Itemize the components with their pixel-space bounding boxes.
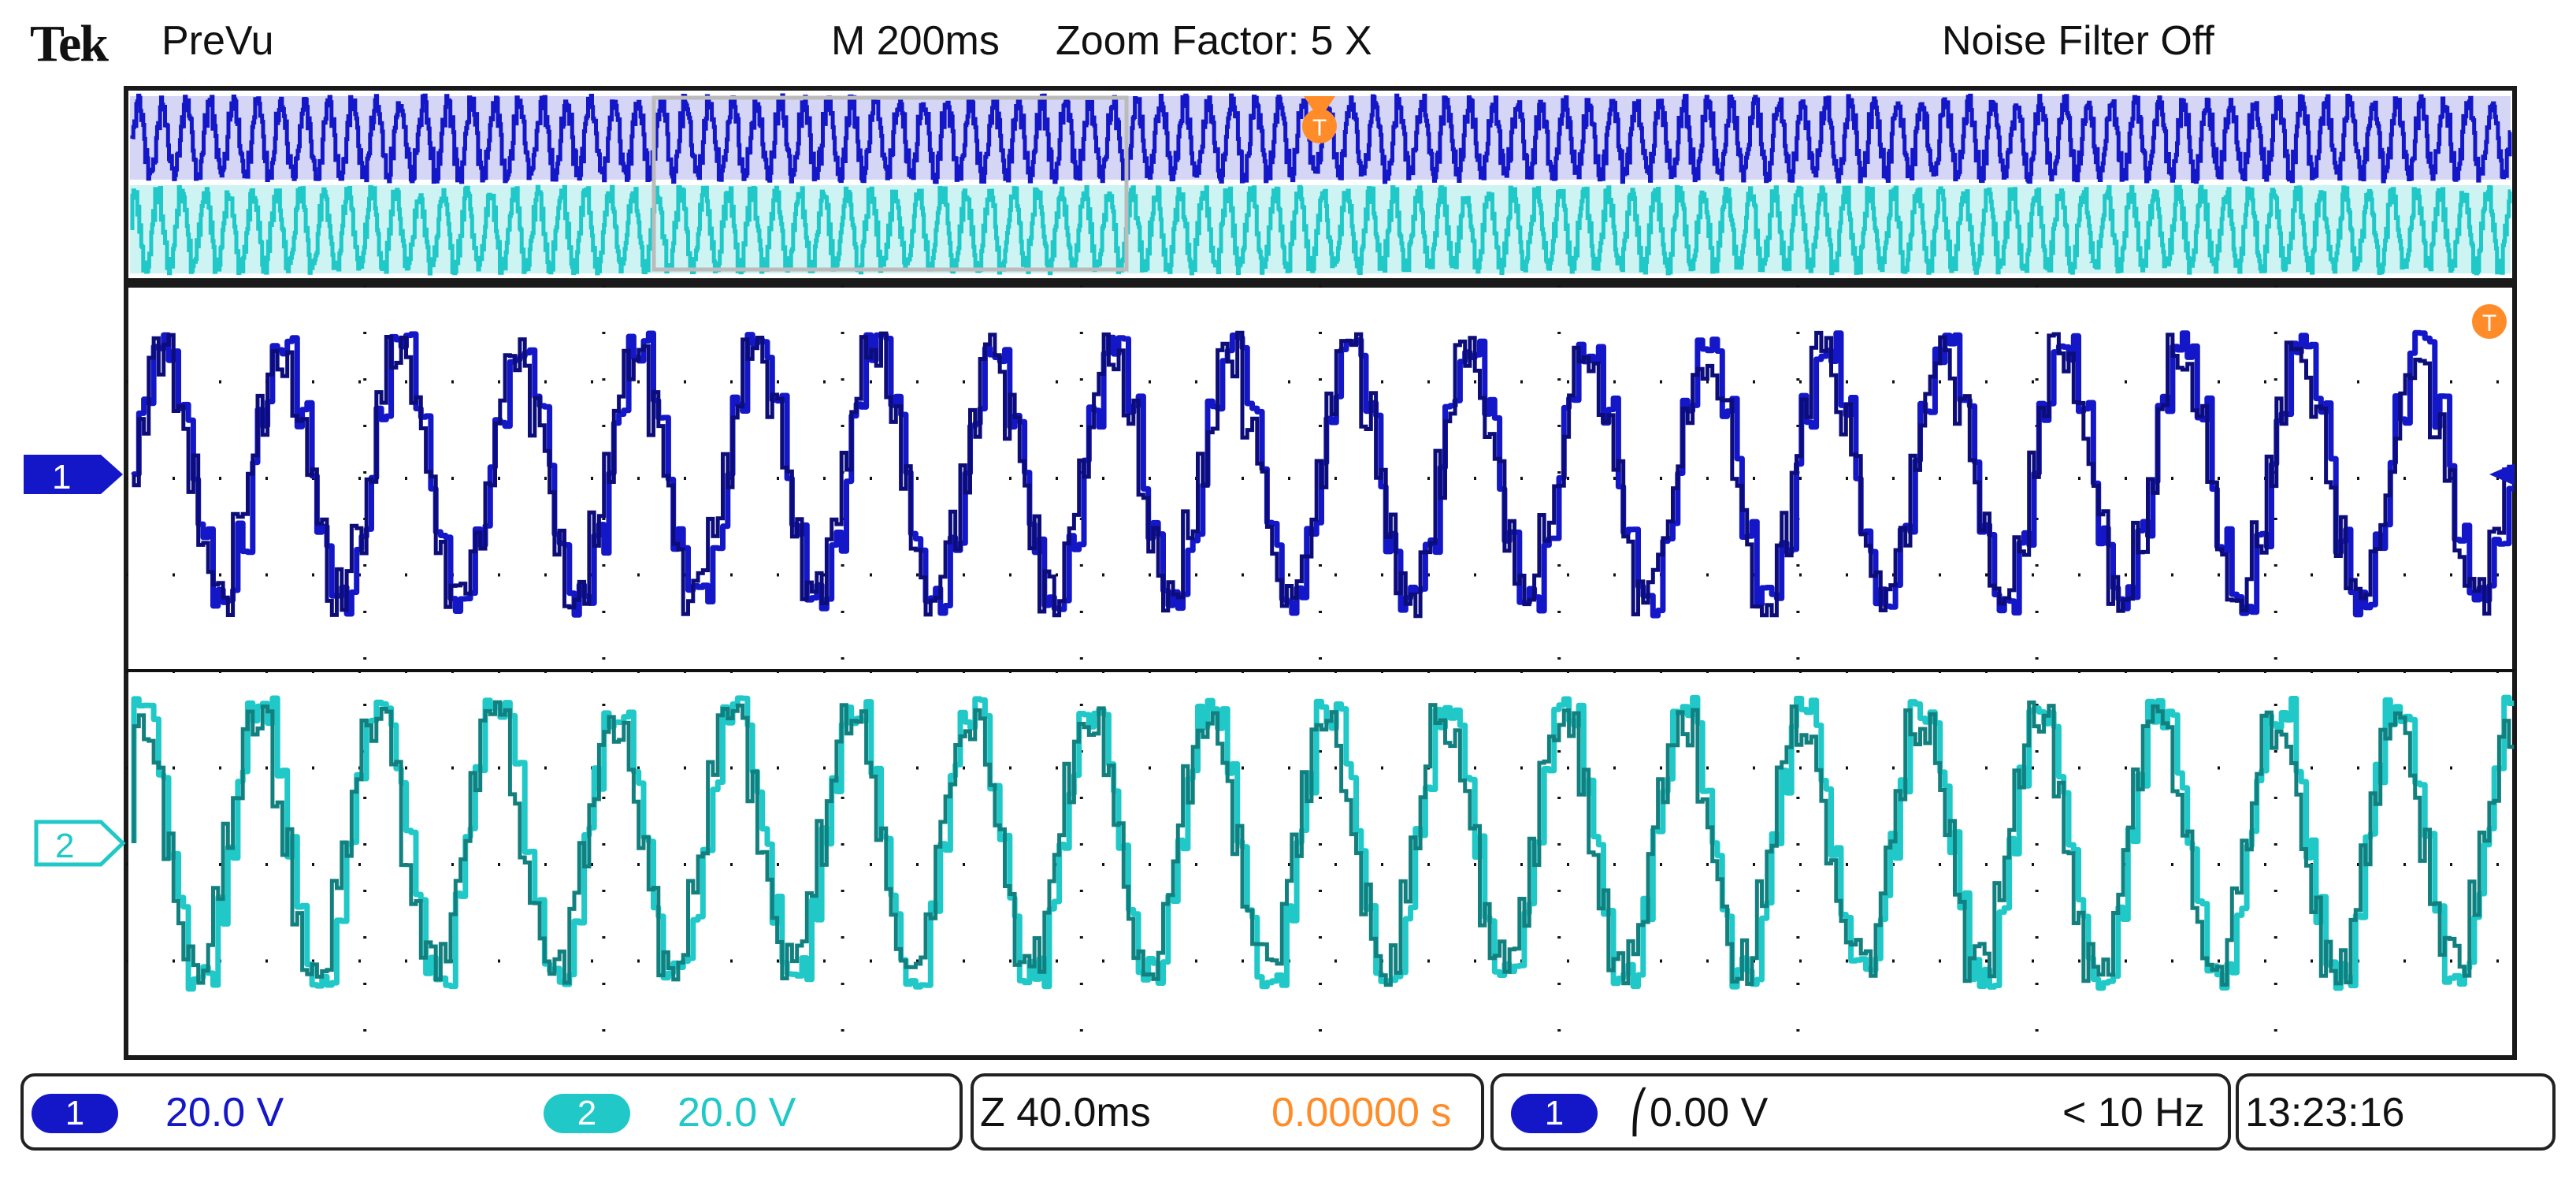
trigger-position-icon[interactable] bbox=[1304, 96, 1335, 120]
trigger-marker-top-label: T bbox=[1312, 115, 1327, 141]
trigger-level: ⎛0.00 V bbox=[1629, 1090, 1769, 1136]
trigger-marker-top[interactable] bbox=[1302, 109, 1337, 143]
ch2-ground-marker[interactable]: 2 bbox=[34, 820, 126, 867]
zoom-factor-readout: Zoom Factor: 5 X bbox=[1056, 18, 1372, 64]
main-graticule bbox=[124, 283, 2517, 1060]
zoom-time-scale: Z 40.0ms bbox=[980, 1090, 1151, 1136]
ch2-badge: 2 bbox=[544, 1094, 630, 1133]
ch2-marker-label: 2 bbox=[55, 827, 74, 865]
trigger-level-arrow-icon bbox=[2489, 463, 2515, 485]
acquisition-mode: PreVu bbox=[161, 18, 274, 64]
clock: 13:23:16 bbox=[2245, 1090, 2405, 1136]
scope-display: T 1 2 T bbox=[24, 86, 2517, 1060]
ch1-waveform-overlay bbox=[132, 330, 2515, 619]
zoom-window-bracket[interactable] bbox=[651, 95, 1129, 272]
ch1-scale: 20.0 V bbox=[165, 1090, 284, 1136]
noise-filter-status: Noise Filter Off bbox=[1942, 18, 2214, 64]
zoom-offset: 0.00000 s bbox=[1271, 1090, 1452, 1136]
clock-panel: 13:23:16 bbox=[2236, 1073, 2556, 1151]
ch2-waveform bbox=[131, 694, 2515, 992]
brand-logo: Tek bbox=[30, 15, 109, 72]
trigger-panel[interactable]: 1 ⎛0.00 V < 10 Hz bbox=[1490, 1073, 2231, 1151]
ch2-waveform-overlay bbox=[132, 700, 2515, 987]
vertical-scale-panel[interactable]: 1 20.0 V 2 20.0 V bbox=[20, 1073, 963, 1151]
overview-panel: T bbox=[124, 86, 2517, 283]
ch1-badge: 1 bbox=[32, 1094, 118, 1133]
trigger-marker-right-label: T bbox=[2482, 310, 2496, 336]
horizontal-panel[interactable]: Z 40.0ms 0.00000 s bbox=[971, 1073, 1484, 1151]
ch1-marker-label: 1 bbox=[52, 458, 71, 496]
ch2-scale: 20.0 V bbox=[677, 1090, 796, 1136]
trigger-source-badge: 1 bbox=[1511, 1094, 1598, 1133]
trigger-frequency: < 10 Hz bbox=[2062, 1090, 2205, 1136]
overview-ch1-trace bbox=[130, 93, 2512, 184]
overview-ch2-trace bbox=[130, 184, 2512, 276]
ch1-ground-marker[interactable]: 1 bbox=[24, 455, 123, 496]
timebase-readout: M 200ms bbox=[831, 18, 1000, 64]
trigger-level-marker[interactable]: T bbox=[2472, 304, 2515, 485]
